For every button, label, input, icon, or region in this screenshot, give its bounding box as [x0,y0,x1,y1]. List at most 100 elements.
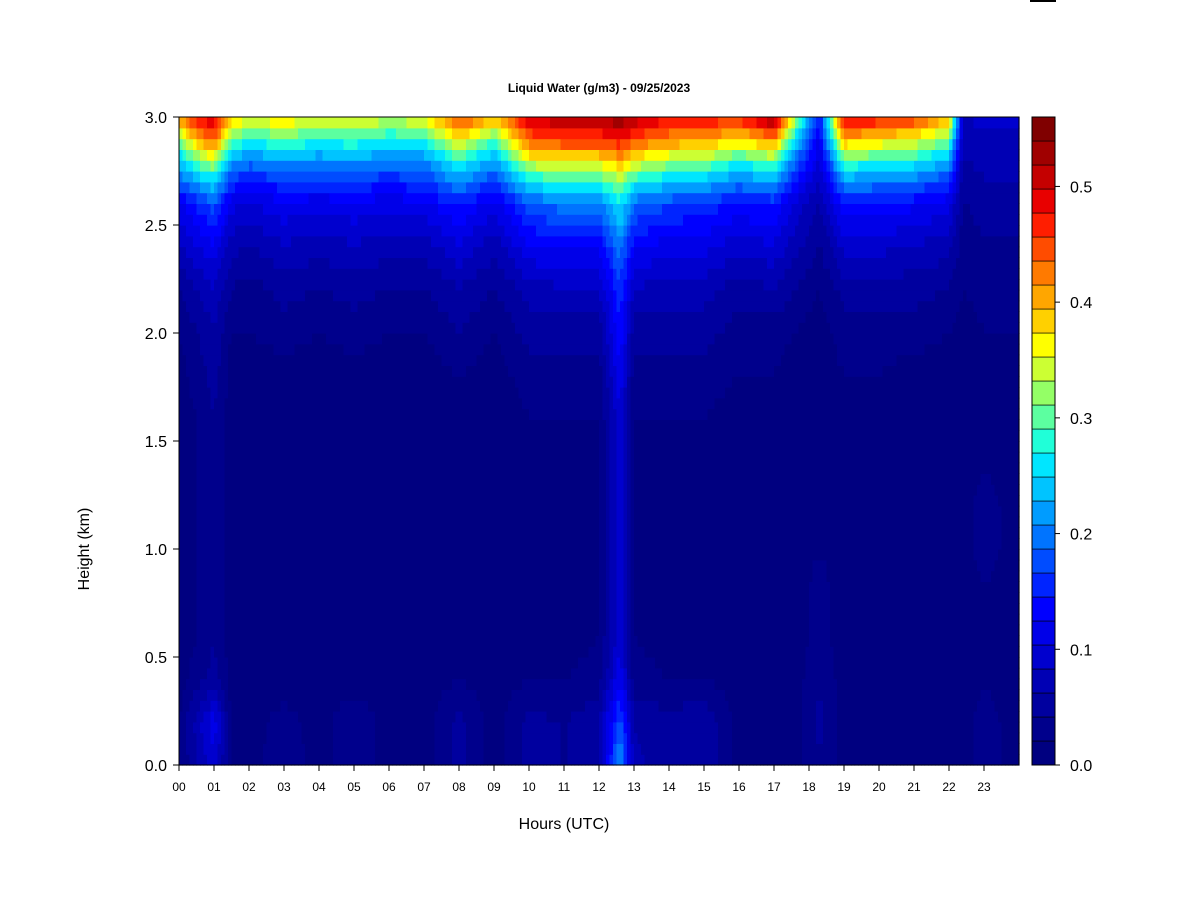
heatmap-cell [340,549,345,561]
heatmap-cell [434,430,439,442]
heatmap-cell [249,711,254,723]
heatmap-cell [333,246,338,258]
heatmap-cell [371,268,376,280]
heatmap-cell [347,376,352,388]
heatmap-cell [207,279,212,291]
heatmap-cell [329,257,334,269]
heatmap-cell [399,311,404,323]
heatmap-cell [466,203,471,215]
heatmap-cell [287,387,292,399]
heatmap-cell [266,711,271,723]
heatmap-cell [214,538,219,550]
heatmap-cell [399,354,404,366]
heatmap-cell [403,300,408,312]
heatmap-cell [445,657,450,669]
heatmap-cell [399,646,404,658]
heatmap-cell [382,462,387,474]
heatmap-cell [452,505,457,518]
heatmap-cell [382,451,387,464]
heatmap-cell [196,473,201,485]
heatmap-cell [392,721,397,734]
heatmap-cell [249,225,254,237]
heatmap-cell [417,268,422,280]
heatmap-cell [315,376,320,388]
heatmap-cell [326,516,331,528]
heatmap-cell [333,289,338,302]
heatmap-cell [424,138,429,150]
heatmap-cell [459,657,464,669]
heatmap-cell [389,678,394,690]
heatmap-cell [249,408,254,420]
heatmap-cell [231,538,236,550]
heatmap-cell [389,171,394,183]
heatmap-cell [256,268,261,280]
heatmap-cell [245,732,250,744]
heatmap-cell [462,689,467,701]
heatmap-cell [200,235,205,248]
heatmap-cell [434,203,439,215]
heatmap-cell [242,689,247,701]
heatmap-cell [357,603,362,615]
heatmap-cell [277,235,282,248]
heatmap-cell [277,624,282,636]
heatmap-cell [378,354,383,366]
heatmap-cell [375,657,380,669]
heatmap-cell [340,235,345,248]
heatmap-cell [224,203,229,215]
heatmap-cell [347,300,352,312]
heatmap-cell [221,300,226,312]
heatmap-cell [382,117,387,129]
heatmap-cell [434,732,439,744]
heatmap-cell [455,516,460,528]
heatmap-cell [193,387,198,399]
heatmap-cell [438,365,443,377]
heatmap-cell [277,592,282,604]
heatmap-cell [280,387,285,399]
heatmap-cell [371,365,376,377]
heatmap-cell [259,300,264,312]
heatmap-cell [452,646,457,658]
heatmap-cell [189,365,194,377]
heatmap-cell [448,343,453,356]
heatmap-cell [455,408,460,420]
heatmap-cell [343,603,348,615]
heatmap-cell [371,322,376,334]
heatmap-cell [207,721,212,734]
heatmap-cell [315,624,320,636]
heatmap-cell [221,235,226,248]
heatmap-cell [403,181,408,194]
heatmap-cell [336,311,341,323]
heatmap-cell [179,397,184,410]
heatmap-cell [420,365,425,377]
heatmap-cell [221,246,226,258]
heatmap-cell [259,732,264,744]
heatmap-cell [441,581,446,593]
heatmap-cell [354,408,359,420]
heatmap-cell [445,311,450,323]
heatmap-cell [410,700,415,712]
heatmap-cell [413,678,418,690]
heatmap-cell [326,624,331,636]
heatmap-cell [438,408,443,420]
heatmap-cell [217,743,222,755]
heatmap-cell [319,138,324,150]
heatmap-cell [305,678,310,690]
heatmap-cell [389,138,394,150]
heatmap-cell [354,495,359,507]
heatmap-cell [235,397,240,410]
heatmap-cell [431,473,436,485]
heatmap-cell [200,711,205,723]
heatmap-cell [434,516,439,528]
heatmap-cell [354,527,359,539]
heatmap-cell [214,646,219,658]
heatmap-cell [217,592,222,604]
heatmap-cell [256,451,261,464]
heatmap-cell [364,203,369,215]
heatmap-cell [235,592,240,604]
heatmap-cell [466,538,471,550]
heatmap-cell [361,613,366,626]
heatmap-cell [340,441,345,453]
heatmap-cell [210,732,215,744]
heatmap-cell [249,721,254,734]
heatmap-cell [301,657,306,669]
